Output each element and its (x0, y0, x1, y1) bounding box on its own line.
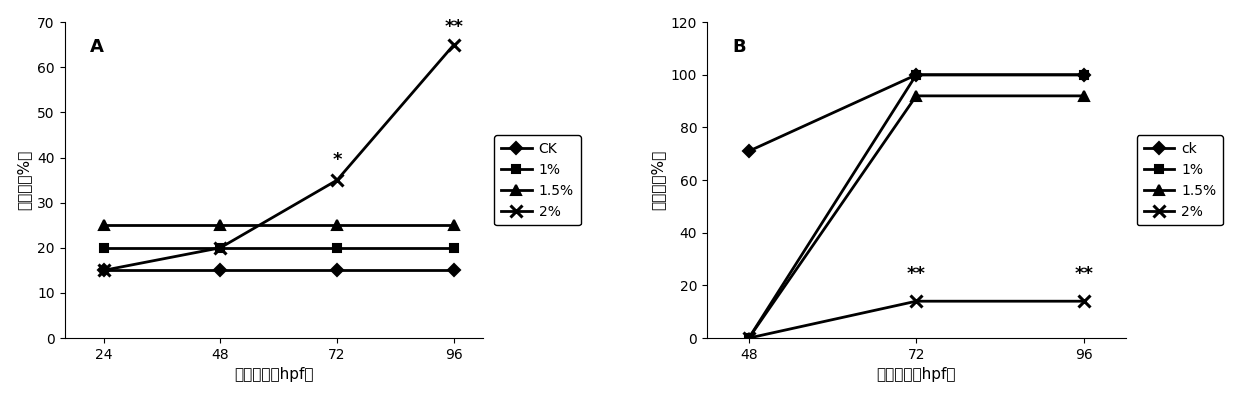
Line: 1.5%: 1.5% (744, 91, 1089, 343)
2% (742, 336, 756, 340)
1.5% (742, 336, 756, 340)
CK (95, 268, 110, 273)
1.5% (446, 223, 461, 228)
Line: ck: ck (745, 71, 1087, 155)
1.5% (330, 223, 345, 228)
X-axis label: 观测时间（hpf）: 观测时间（hpf） (877, 367, 956, 382)
Line: 1%: 1% (745, 71, 1087, 342)
Y-axis label: 孵化率（%）: 孵化率（%） (650, 150, 666, 210)
Text: B: B (732, 38, 745, 56)
X-axis label: 观测时间（hpf）: 观测时间（hpf） (234, 367, 314, 382)
Line: 1.5%: 1.5% (99, 220, 459, 230)
Legend: CK, 1%, 1.5%, 2%: CK, 1%, 1.5%, 2% (495, 135, 580, 225)
1% (95, 245, 110, 250)
2% (95, 268, 110, 273)
1% (1076, 73, 1091, 77)
2% (1076, 299, 1091, 304)
Y-axis label: 致死率（%）: 致死率（%） (16, 150, 32, 210)
CK (330, 268, 345, 273)
2% (213, 245, 228, 250)
1.5% (95, 223, 110, 228)
1% (330, 245, 345, 250)
1% (909, 73, 924, 77)
2% (330, 178, 345, 182)
ck (742, 149, 756, 154)
Text: **: ** (1074, 265, 1094, 283)
ck (909, 73, 924, 77)
1% (446, 245, 461, 250)
ck (1076, 73, 1091, 77)
Line: 2%: 2% (98, 39, 460, 276)
2% (909, 299, 924, 304)
2% (446, 42, 461, 47)
Legend: ck, 1%, 1.5%, 2%: ck, 1%, 1.5%, 2% (1137, 135, 1223, 225)
1% (742, 336, 756, 340)
1.5% (909, 93, 924, 98)
Text: **: ** (906, 265, 926, 283)
CK (213, 268, 228, 273)
Text: **: ** (444, 18, 464, 36)
Line: 1%: 1% (99, 244, 458, 252)
Text: *: * (332, 151, 342, 169)
CK (446, 268, 461, 273)
1.5% (1076, 93, 1091, 98)
Text: A: A (89, 38, 104, 56)
1% (213, 245, 228, 250)
1.5% (213, 223, 228, 228)
Line: CK: CK (99, 266, 458, 275)
Line: 2%: 2% (743, 296, 1089, 344)
